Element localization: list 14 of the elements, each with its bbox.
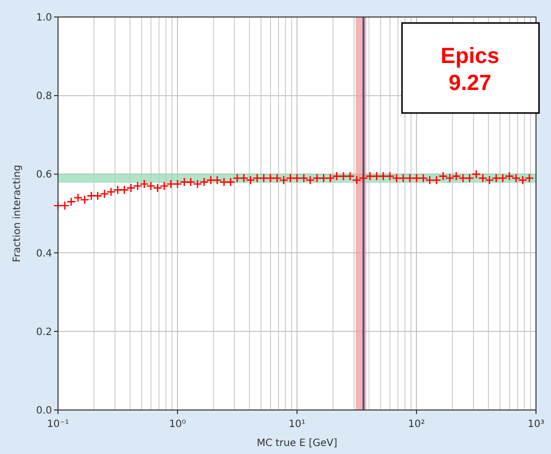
x-tick-label: 10⁻¹ bbox=[46, 419, 70, 430]
x-axis-title: MC true E [GeV] bbox=[256, 438, 338, 449]
x-tick-label: 10¹ bbox=[288, 419, 306, 430]
y-tick-label: 0.2 bbox=[36, 326, 52, 338]
y-tick-label: 0.0 bbox=[36, 406, 52, 416]
annotation: Epics 9.27 bbox=[440, 43, 500, 95]
x-tick-label: 10⁰ bbox=[169, 419, 186, 430]
x-tick-label: 10² bbox=[408, 419, 425, 430]
y-tick-label: 1.0 bbox=[36, 12, 52, 24]
y-tick-label: 0.8 bbox=[36, 91, 52, 102]
y-tick-label: 0.4 bbox=[36, 248, 52, 260]
y-tick-label: 0.6 bbox=[36, 170, 52, 181]
y-axis-title: Fraction interacting bbox=[12, 164, 23, 262]
x-tick-label: 10³ bbox=[528, 419, 544, 430]
